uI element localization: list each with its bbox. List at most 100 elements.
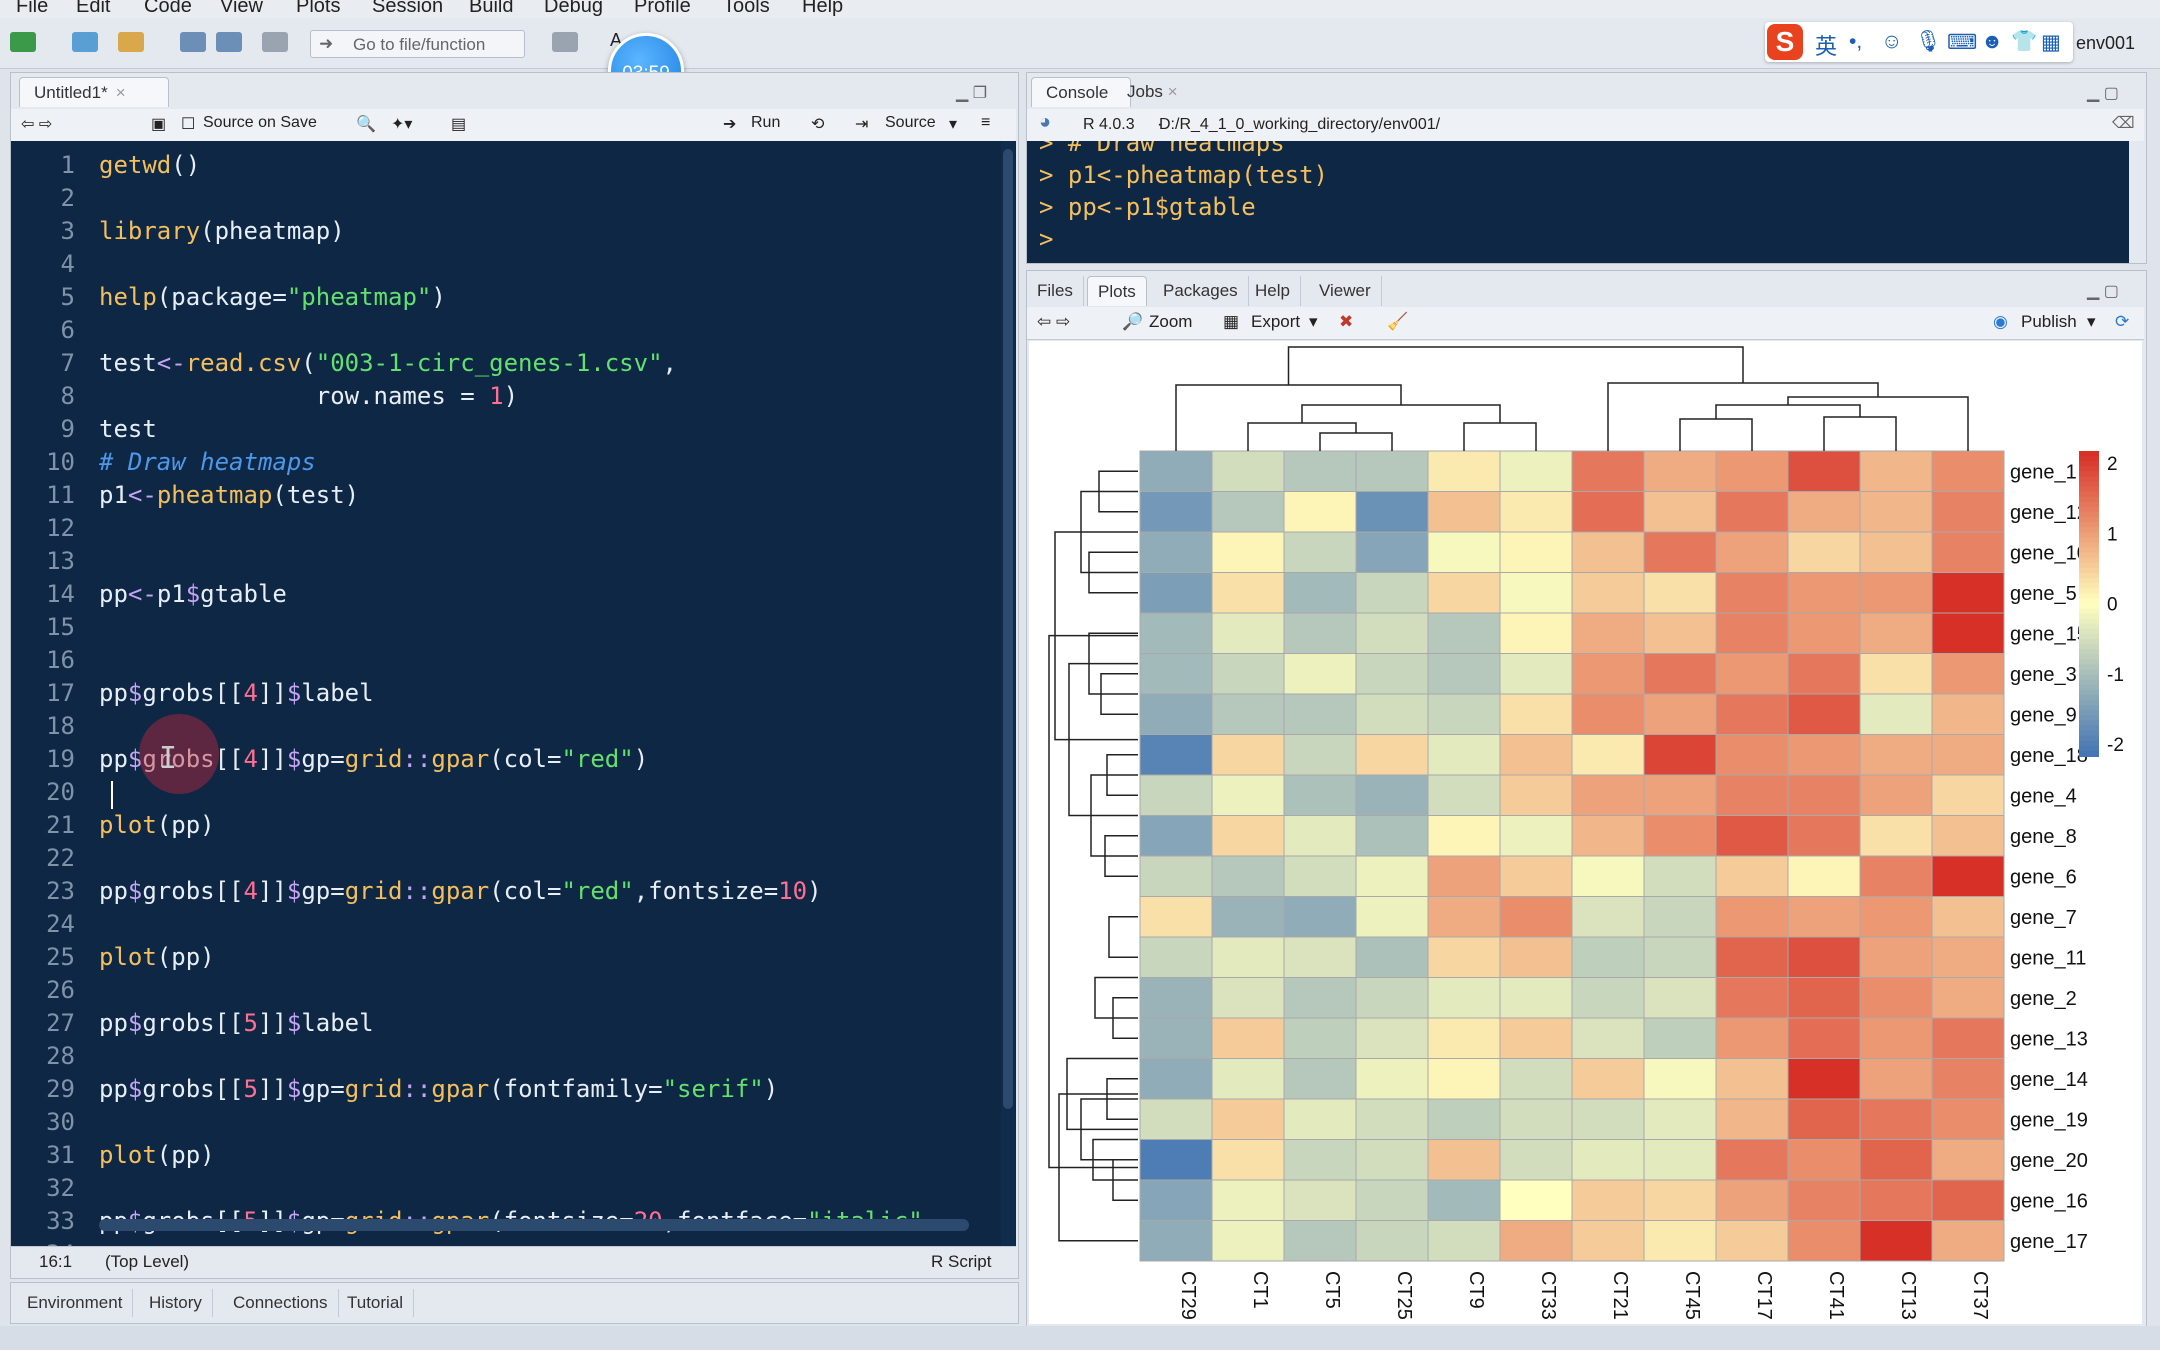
code-line[interactable]: 19 pp$grobs[[4]]$gp=grid::gpar(col="red"): [11, 745, 648, 777]
code-line[interactable]: 34: [11, 1240, 75, 1246]
ime-keyboard-icon[interactable]: ⌨: [1947, 31, 1978, 54]
tab-connections[interactable]: Connections: [223, 1289, 339, 1317]
scope-selector[interactable]: (Top Level): [105, 1252, 190, 1271]
ime-apps-icon[interactable]: ▦: [2041, 31, 2061, 54]
code-line[interactable]: 31 plot(pp): [11, 1141, 215, 1173]
code-line[interactable]: 1 getwd(): [11, 151, 201, 183]
close-tab-icon[interactable]: ×: [115, 83, 126, 102]
code-line[interactable]: 2: [11, 184, 75, 216]
menu-code[interactable]: Code: [144, 0, 192, 17]
ime-user-icon[interactable]: ☻: [1981, 30, 2004, 53]
menu-profile[interactable]: Profile: [634, 0, 691, 17]
console-scrollbar[interactable]: [2129, 141, 2144, 263]
source-on-save-checkbox[interactable]: ☐: [181, 116, 196, 133]
code-line[interactable]: 5 help(package="pheatmap"): [11, 283, 446, 315]
code-line[interactable]: 10 # Draw heatmaps: [11, 448, 316, 480]
code-line[interactable]: 8 row.names = 1): [11, 382, 519, 414]
editor-tab[interactable]: Untitled1* ×: [19, 77, 169, 107]
code-line[interactable]: 16: [11, 646, 75, 678]
menu-build[interactable]: Build: [469, 0, 514, 17]
code-line[interactable]: 29 pp$grobs[[5]]$gp=grid::gpar(fontfamily…: [11, 1075, 778, 1107]
code-line[interactable]: 11 p1<-pheatmap(test): [11, 481, 359, 513]
zoom-button[interactable]: Zoom: [1149, 312, 1193, 331]
ime-language[interactable]: 英: [1815, 34, 1838, 59]
goto-file-input[interactable]: ➜ Go to file/function: [310, 30, 525, 58]
tab-help[interactable]: Help: [1245, 276, 1301, 306]
console-prompt[interactable]: >: [1039, 225, 1068, 253]
ime-emoji-icon[interactable]: ☺: [1881, 30, 1903, 53]
code-line[interactable]: 26: [11, 976, 75, 1008]
code-line[interactable]: 33pp$grobs[[5]]$gp=grid::gpar(fontsize=2…: [11, 1207, 923, 1239]
save-doc-icon[interactable]: ▣: [151, 116, 167, 133]
code-line[interactable]: 30: [11, 1108, 75, 1140]
code-line[interactable]: 9 test: [11, 415, 157, 447]
publish-button[interactable]: Publish: [2021, 312, 2077, 331]
export-button[interactable]: Export: [1251, 312, 1301, 331]
tab-files[interactable]: Files: [1027, 276, 1084, 306]
code-line[interactable]: 22: [11, 844, 75, 876]
compile-report-icon[interactable]: ▤: [451, 116, 467, 133]
tab-jobs[interactable]: Jobs ×: [1127, 82, 1178, 102]
print-icon[interactable]: [262, 32, 288, 52]
open-file-icon[interactable]: [118, 32, 144, 52]
code-line[interactable]: 32: [11, 1174, 75, 1206]
code-line[interactable]: 21 plot(pp): [11, 811, 215, 843]
remove-plot-icon[interactable]: ✖: [1339, 312, 1354, 331]
console-window-buttons[interactable]: ▁ ▢: [2087, 85, 2119, 102]
run-button[interactable]: Run: [751, 114, 781, 131]
publish-dropdown-icon[interactable]: ▾: [2087, 312, 2096, 331]
ime-punct-icon[interactable]: •,: [1849, 30, 1863, 53]
code-line[interactable]: 4: [11, 250, 75, 282]
search-icon[interactable]: 🔍: [356, 116, 376, 133]
workspace-panes-icon[interactable]: [552, 32, 578, 52]
clear-plots-icon[interactable]: 🧹: [1387, 312, 1409, 331]
console-output[interactable]: > # Draw heatmaps > p1<-pheatmap(test) >…: [1027, 141, 2129, 263]
outline-icon[interactable]: ≡: [981, 114, 991, 131]
menu-tools[interactable]: Tools: [723, 0, 770, 17]
source-dropdown-icon[interactable]: ▾: [949, 116, 958, 133]
new-file-icon[interactable]: [10, 32, 36, 52]
tab-packages[interactable]: Packages: [1153, 276, 1249, 306]
code-line[interactable]: 18: [11, 712, 75, 744]
working-directory[interactable]: D:/R_4_1_0_working_directory/env001/: [1159, 116, 1441, 133]
menu-plots[interactable]: Plots: [296, 0, 341, 17]
code-line[interactable]: 6: [11, 316, 75, 348]
filetype-selector[interactable]: R Script: [931, 1252, 992, 1271]
code-line[interactable]: 27 pp$grobs[[5]]$label: [11, 1009, 373, 1041]
code-tools-icon[interactable]: ✦▾: [391, 116, 413, 133]
menu-view[interactable]: View: [220, 0, 263, 17]
tab-console[interactable]: Console: [1031, 77, 1131, 107]
menu-help[interactable]: Help: [802, 0, 844, 17]
export-dropdown-icon[interactable]: ▾: [1309, 312, 1318, 331]
code-line[interactable]: 25 plot(pp): [11, 943, 215, 975]
new-project-icon[interactable]: [72, 32, 98, 52]
code-line[interactable]: 14 pp<-p1$gtable: [11, 580, 287, 612]
menu-session[interactable]: Session: [372, 0, 444, 17]
close-jobs-icon[interactable]: ×: [1167, 82, 1178, 101]
code-line[interactable]: 24: [11, 910, 75, 942]
code-line[interactable]: 3 library(pheatmap): [11, 217, 345, 249]
scroll-thumb[interactable]: [1003, 149, 1013, 1109]
code-editor[interactable]: 1 getwd() 2 3 library(pheatmap) 4 5 help(packag…: [11, 141, 1016, 1246]
ime-skin-icon[interactable]: 👕: [2011, 30, 2038, 53]
menu-debug[interactable]: Debug: [544, 0, 603, 17]
tab-history[interactable]: History: [139, 1289, 213, 1317]
code-line[interactable]: 7 test<-read.csv("003-1-circ_genes-1.csv"…: [11, 349, 677, 381]
menu-edit[interactable]: Edit: [76, 0, 111, 17]
back-forward-icon[interactable]: ⇦ ⇨: [21, 116, 53, 133]
editor-horizontal-scrollbar[interactable]: [99, 1219, 969, 1231]
tab-viewer[interactable]: Viewer: [1309, 276, 1382, 306]
tab-plots[interactable]: Plots: [1087, 276, 1147, 306]
menu-file[interactable]: File: [16, 0, 49, 17]
plots-window-buttons[interactable]: ▁ ▢: [2087, 283, 2119, 300]
clear-console-icon[interactable]: ⌫: [2112, 115, 2135, 132]
tab-environment[interactable]: Environment: [17, 1289, 134, 1317]
editor-vertical-scrollbar[interactable]: [1001, 141, 1015, 1246]
code-line[interactable]: 13: [11, 547, 75, 579]
refresh-icon[interactable]: ⟳: [2115, 312, 2130, 331]
code-line[interactable]: 23 pp$grobs[[4]]$gp=grid::gpar(col="red",…: [11, 877, 821, 909]
project-label[interactable]: env001: [2076, 33, 2136, 53]
source-button[interactable]: Source: [885, 114, 936, 131]
code-line[interactable]: 12: [11, 514, 75, 546]
rerun-icon[interactable]: ⟲: [811, 116, 825, 133]
